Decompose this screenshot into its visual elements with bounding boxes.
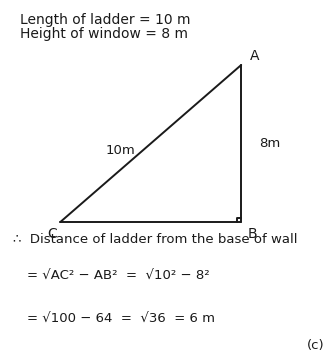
Text: C: C <box>47 227 57 242</box>
Text: ∴  Distance of ladder from the base of wall: ∴ Distance of ladder from the base of wa… <box>13 233 298 246</box>
Text: 10m: 10m <box>106 144 135 157</box>
Text: = √100 − 64  =  √36  = 6 m: = √100 − 64 = √36 = 6 m <box>27 312 215 325</box>
Text: A: A <box>250 49 259 63</box>
Text: B: B <box>248 227 258 242</box>
Text: Length of ladder = 10 m: Length of ladder = 10 m <box>20 13 191 27</box>
Text: = √AC² − AB²  =  √10² − 8²: = √AC² − AB² = √10² − 8² <box>27 269 209 282</box>
Text: Height of window = 8 m: Height of window = 8 m <box>20 27 188 41</box>
Text: (c): (c) <box>307 339 325 352</box>
Text: 8m: 8m <box>260 137 281 150</box>
